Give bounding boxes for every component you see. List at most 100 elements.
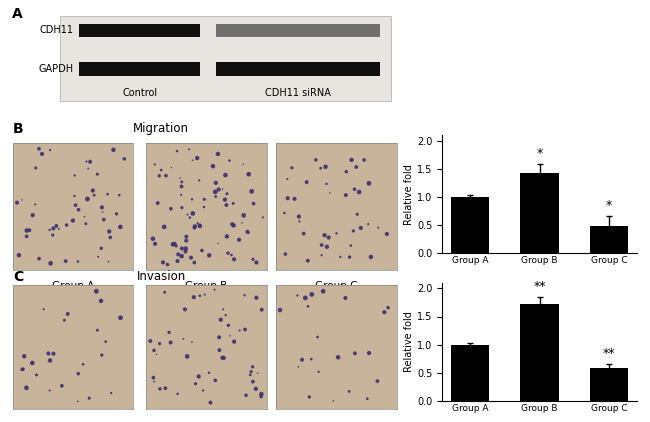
Point — [160, 385, 170, 392]
Y-axis label: Relative fold: Relative fold — [404, 164, 414, 225]
Point — [224, 157, 235, 164]
Point — [30, 201, 40, 208]
Point — [244, 171, 254, 178]
Point — [200, 291, 210, 298]
Bar — [521, 173, 558, 253]
Point — [37, 151, 47, 157]
Point — [155, 385, 165, 392]
Text: *: * — [606, 199, 612, 212]
Point — [294, 218, 305, 225]
Point — [292, 292, 303, 299]
Bar — [451, 345, 489, 401]
Point — [151, 351, 162, 358]
Point — [165, 339, 176, 346]
Bar — [60, 16, 391, 101]
Point — [246, 188, 257, 195]
Point — [225, 333, 235, 339]
Point — [221, 202, 231, 208]
Point — [21, 384, 32, 391]
Point — [21, 227, 32, 234]
Point — [341, 168, 352, 175]
Point — [169, 241, 179, 247]
Point — [363, 221, 374, 227]
Point — [248, 378, 258, 385]
Point — [154, 173, 164, 179]
Point — [319, 232, 330, 238]
Text: Control: Control — [122, 88, 157, 98]
Point — [350, 350, 360, 357]
Point — [280, 251, 291, 257]
Point — [81, 220, 91, 227]
Point — [173, 251, 183, 258]
Point — [149, 378, 159, 385]
Point — [150, 161, 160, 168]
Point — [321, 181, 332, 187]
Point — [119, 155, 129, 162]
Point — [51, 222, 62, 229]
Point — [352, 211, 363, 218]
Point — [73, 370, 83, 377]
Point — [298, 230, 309, 237]
Point — [220, 172, 231, 179]
Text: Migration: Migration — [133, 122, 189, 135]
Point — [189, 225, 200, 231]
Point — [346, 157, 357, 163]
Point — [171, 243, 181, 249]
Point — [218, 354, 229, 361]
Point — [62, 311, 73, 317]
Point — [187, 339, 197, 346]
Point — [275, 307, 285, 314]
Text: B: B — [13, 122, 23, 136]
Point — [317, 242, 327, 249]
Point — [194, 222, 205, 229]
Point — [85, 158, 96, 165]
Point — [199, 204, 209, 211]
Point — [248, 256, 258, 262]
Point — [93, 254, 103, 260]
Point — [43, 350, 53, 357]
Point — [48, 225, 58, 232]
Point — [168, 241, 178, 248]
Text: Group A: Group A — [52, 281, 94, 292]
Point — [114, 192, 125, 198]
Point — [362, 395, 372, 402]
Point — [31, 165, 41, 171]
Point — [162, 261, 173, 268]
Point — [243, 229, 254, 236]
Point — [257, 306, 267, 313]
Point — [307, 291, 317, 298]
Point — [209, 286, 220, 293]
Point — [317, 252, 327, 259]
Point — [382, 231, 392, 238]
Point — [68, 217, 78, 224]
Point — [21, 233, 32, 240]
Point — [252, 259, 262, 266]
Point — [45, 357, 55, 364]
Point — [70, 202, 81, 208]
Point — [234, 236, 244, 243]
Point — [280, 210, 290, 216]
Point — [187, 196, 197, 203]
Point — [241, 392, 252, 399]
Point — [53, 225, 64, 232]
Point — [105, 234, 116, 241]
Point — [176, 183, 187, 190]
Point — [351, 164, 361, 170]
Point — [14, 252, 24, 259]
Point — [332, 230, 342, 237]
Point — [237, 219, 247, 226]
Bar — [216, 24, 380, 37]
Point — [324, 189, 335, 196]
Point — [31, 371, 42, 378]
Point — [17, 366, 27, 373]
Point — [81, 158, 92, 165]
Point — [210, 189, 220, 195]
Point — [228, 200, 239, 207]
Point — [34, 255, 44, 262]
Point — [92, 171, 103, 178]
Point — [328, 398, 339, 404]
Point — [158, 259, 168, 266]
Text: A: A — [12, 7, 23, 21]
Point — [176, 192, 187, 198]
Point — [356, 225, 366, 231]
